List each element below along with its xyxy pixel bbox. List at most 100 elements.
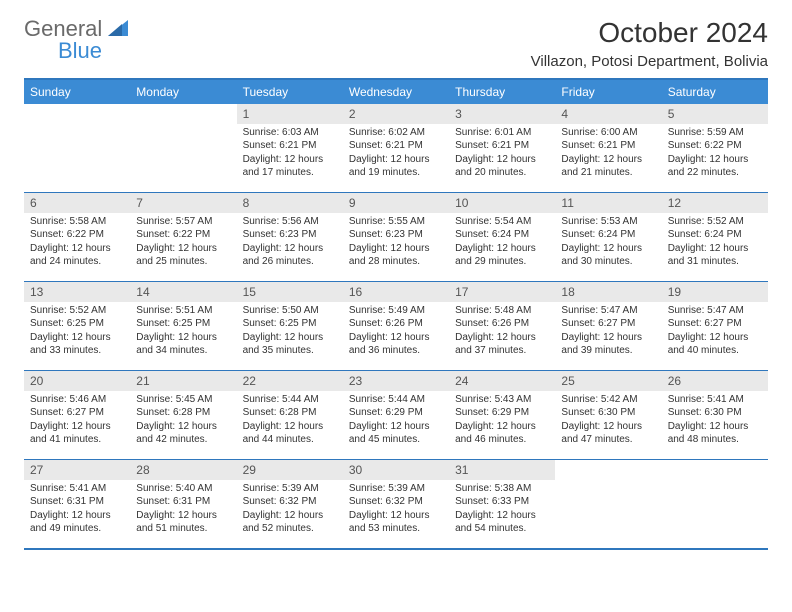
daylight-text: Daylight: 12 hours and 17 minutes. (243, 153, 337, 180)
week-row: 13Sunrise: 5:52 AMSunset: 6:25 PMDayligh… (24, 281, 768, 370)
day-cell: 3 Sunrise: 6:01 AMSunset: 6:21 PMDaylight… (449, 104, 555, 192)
sunset-text: Sunset: 6:24 PM (561, 228, 655, 242)
day-number: 31 (449, 460, 555, 480)
day-cell: 5Sunrise: 5:59 AMSunset: 6:22 PMDaylight… (662, 104, 768, 192)
daylight-text: Daylight: 12 hours and 52 minutes. (243, 509, 337, 536)
day-details: Sunrise: 5:52 AMSunset: 6:25 PMDaylight:… (24, 304, 130, 358)
day-cell: 24Sunrise: 5:43 AMSunset: 6:29 PMDayligh… (449, 371, 555, 459)
day-cell: 20Sunrise: 5:46 AMSunset: 6:27 PMDayligh… (24, 371, 130, 459)
day-cell: 15Sunrise: 5:50 AMSunset: 6:25 PMDayligh… (237, 282, 343, 370)
daylight-text: Daylight: 12 hours and 31 minutes. (668, 242, 762, 269)
sunrise-text: Sunrise: 5:47 AM (668, 304, 762, 318)
day-details: Sunrise: 5:54 AMSunset: 6:24 PMDaylight:… (449, 215, 555, 269)
sunset-text: Sunset: 6:21 PM (455, 139, 549, 153)
sunrise-text: Sunrise: 5:52 AM (30, 304, 124, 318)
sunrise-text: Sunrise: 5:57 AM (136, 215, 230, 229)
sunrise-text: Sunrise: 5:38 AM (455, 482, 549, 496)
day-number: 26 (662, 371, 768, 391)
day-details: Sunrise: 5:45 AMSunset: 6:28 PMDaylight:… (130, 393, 236, 447)
sunset-text: Sunset: 6:32 PM (349, 495, 443, 509)
page-title: October 2024 (531, 18, 768, 49)
sunrise-text: Sunrise: 5:41 AM (668, 393, 762, 407)
sunset-text: Sunset: 6:32 PM (243, 495, 337, 509)
sunrise-text: Sunrise: 6:03 AM (243, 126, 337, 140)
sunset-text: Sunset: 6:27 PM (30, 406, 124, 420)
day-number: 21 (130, 371, 236, 391)
daylight-text: Daylight: 12 hours and 41 minutes. (30, 420, 124, 447)
sunrise-text: Sunrise: 5:55 AM (349, 215, 443, 229)
day-details: Sunrise: 5:47 AMSunset: 6:27 PMDaylight:… (555, 304, 661, 358)
day-cell: 25Sunrise: 5:42 AMSunset: 6:30 PMDayligh… (555, 371, 661, 459)
sunset-text: Sunset: 6:22 PM (30, 228, 124, 242)
sunset-text: Sunset: 6:22 PM (668, 139, 762, 153)
day-number: 16 (343, 282, 449, 302)
week-row: 27Sunrise: 5:41 AMSunset: 6:31 PMDayligh… (24, 459, 768, 548)
sunset-text: Sunset: 6:21 PM (349, 139, 443, 153)
day-number: 10 (449, 193, 555, 213)
daylight-text: Daylight: 12 hours and 45 minutes. (349, 420, 443, 447)
sunrise-text: Sunrise: 5:50 AM (243, 304, 337, 318)
daylight-text: Daylight: 12 hours and 54 minutes. (455, 509, 549, 536)
day-details: Sunrise: 6:00 AMSunset: 6:21 PMDaylight:… (555, 126, 661, 180)
day-details: Sunrise: 5:55 AMSunset: 6:23 PMDaylight:… (343, 215, 449, 269)
day-number: 23 (343, 371, 449, 391)
sail-icon (108, 20, 128, 36)
sunrise-text: Sunrise: 5:54 AM (455, 215, 549, 229)
day-cell: 23Sunrise: 5:44 AMSunset: 6:29 PMDayligh… (343, 371, 449, 459)
calendar: SundayMondayTuesdayWednesdayThursdayFrid… (24, 78, 768, 550)
daylight-text: Daylight: 12 hours and 19 minutes. (349, 153, 443, 180)
daylight-text: Daylight: 12 hours and 42 minutes. (136, 420, 230, 447)
daylight-text: Daylight: 12 hours and 21 minutes. (561, 153, 655, 180)
day-number: 3 (449, 104, 555, 124)
sunset-text: Sunset: 6:23 PM (243, 228, 337, 242)
daylight-text: Daylight: 12 hours and 22 minutes. (668, 153, 762, 180)
sunrise-text: Sunrise: 5:44 AM (349, 393, 443, 407)
sunset-text: Sunset: 6:28 PM (136, 406, 230, 420)
day-number: 2 (343, 104, 449, 124)
sunrise-text: Sunrise: 5:53 AM (561, 215, 655, 229)
sunrise-text: Sunrise: 5:39 AM (349, 482, 443, 496)
day-cell: 30Sunrise: 5:39 AMSunset: 6:32 PMDayligh… (343, 460, 449, 548)
day-cell: 9Sunrise: 5:55 AMSunset: 6:23 PMDaylight… (343, 193, 449, 281)
sunset-text: Sunset: 6:25 PM (30, 317, 124, 331)
sunrise-text: Sunrise: 5:59 AM (668, 126, 762, 140)
day-number: 8 (237, 193, 343, 213)
sunset-text: Sunset: 6:24 PM (668, 228, 762, 242)
day-header: Friday (555, 80, 661, 104)
day-header-row: SundayMondayTuesdayWednesdayThursdayFrid… (24, 80, 768, 104)
day-details: Sunrise: 5:47 AMSunset: 6:27 PMDaylight:… (662, 304, 768, 358)
day-details: Sunrise: 5:46 AMSunset: 6:27 PMDaylight:… (24, 393, 130, 447)
day-details: Sunrise: 6:02 AMSunset: 6:21 PMDaylight:… (343, 126, 449, 180)
daylight-text: Daylight: 12 hours and 20 minutes. (455, 153, 549, 180)
sunset-text: Sunset: 6:29 PM (455, 406, 549, 420)
daylight-text: Daylight: 12 hours and 40 minutes. (668, 331, 762, 358)
day-number: 29 (237, 460, 343, 480)
day-details: Sunrise: 5:49 AMSunset: 6:26 PMDaylight:… (343, 304, 449, 358)
day-header: Thursday (449, 80, 555, 104)
sunrise-text: Sunrise: 5:56 AM (243, 215, 337, 229)
weeks-container: 1Sunrise: 6:03 AMSunset: 6:21 PMDaylight… (24, 104, 768, 548)
day-cell-blank (662, 460, 768, 548)
day-cell: 11Sunrise: 5:53 AMSunset: 6:24 PMDayligh… (555, 193, 661, 281)
day-cell: 31Sunrise: 5:38 AMSunset: 6:33 PMDayligh… (449, 460, 555, 548)
day-number: 30 (343, 460, 449, 480)
day-number: 22 (237, 371, 343, 391)
day-details: Sunrise: 5:41 AMSunset: 6:30 PMDaylight:… (662, 393, 768, 447)
day-cell-blank (24, 104, 130, 192)
day-details: Sunrise: 5:48 AMSunset: 6:26 PMDaylight:… (449, 304, 555, 358)
day-details: Sunrise: 5:57 AMSunset: 6:22 PMDaylight:… (130, 215, 236, 269)
day-details: Sunrise: 5:39 AMSunset: 6:32 PMDaylight:… (343, 482, 449, 536)
day-cell: 29 Sunrise: 5:39 AMSunset: 6:32 PMDayligh… (237, 460, 343, 548)
day-cell: 4Sunrise: 6:00 AMSunset: 6:21 PMDaylight… (555, 104, 661, 192)
day-cell: 2Sunrise: 6:02 AMSunset: 6:21 PMDaylight… (343, 104, 449, 192)
brand-part2: Blue (24, 38, 102, 63)
day-header: Wednesday (343, 80, 449, 104)
day-number: 11 (555, 193, 661, 213)
sunrise-text: Sunrise: 6:01 AM (455, 126, 549, 140)
daylight-text: Daylight: 12 hours and 28 minutes. (349, 242, 443, 269)
sunrise-text: Sunrise: 6:00 AM (561, 126, 655, 140)
day-number: 25 (555, 371, 661, 391)
sunrise-text: Sunrise: 5:46 AM (30, 393, 124, 407)
day-cell: 7Sunrise: 5:57 AMSunset: 6:22 PMDaylight… (130, 193, 236, 281)
sunrise-text: Sunrise: 5:39 AM (243, 482, 337, 496)
